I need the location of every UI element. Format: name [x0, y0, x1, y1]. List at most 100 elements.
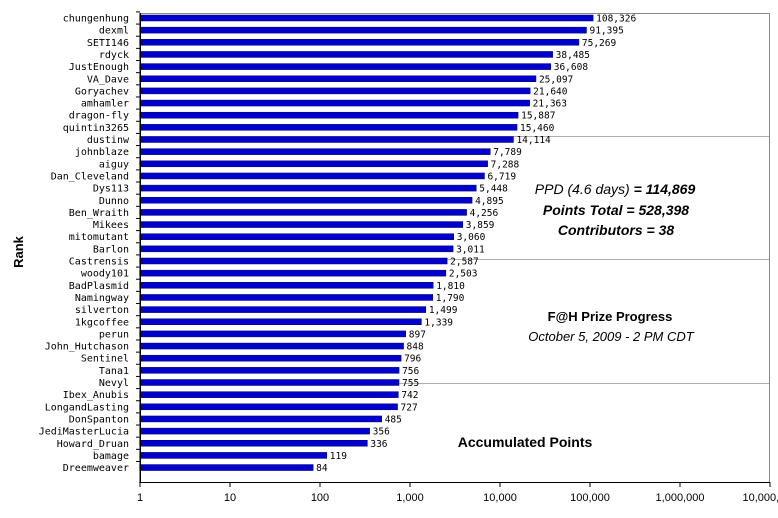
- value-label: 848: [407, 342, 424, 353]
- value-label: 21,363: [533, 99, 567, 110]
- category-label: Mikees: [93, 220, 129, 231]
- x-tick-label: 1,000,000: [656, 492, 705, 504]
- category-label: bamage: [93, 451, 129, 462]
- category-label: Nevyl: [99, 378, 129, 389]
- ppd-annotation: PPD (4.6 days) = 114,869: [530, 181, 700, 197]
- value-label: 75,269: [582, 38, 617, 49]
- bar: [139, 99, 530, 107]
- value-label: 742: [401, 390, 418, 401]
- value-label: 485: [385, 414, 402, 425]
- bar: [139, 160, 488, 168]
- points-total: Points Total = 528,398: [542, 202, 690, 218]
- value-label: 15,887: [521, 111, 555, 122]
- category-label: quintin3265: [63, 123, 129, 134]
- category-label: Dan_Cleveland: [51, 171, 129, 182]
- category-label: BadPlasmid: [69, 281, 129, 292]
- category-label: amhamler: [81, 99, 129, 110]
- bar: [139, 184, 477, 192]
- bar: [139, 111, 519, 119]
- category-label: 1kgcoffee: [75, 317, 129, 328]
- bar: [139, 294, 434, 301]
- bar: [139, 63, 551, 70]
- category-label: dexml: [99, 26, 129, 37]
- bar: [139, 440, 368, 447]
- x-tick-label: 1: [137, 492, 143, 504]
- value-label: 336: [370, 439, 387, 450]
- value-label: 796: [404, 354, 421, 365]
- bar: [139, 464, 314, 471]
- category-label: Ibex_Anubis: [63, 390, 129, 401]
- bar: [139, 197, 473, 204]
- bar: [139, 330, 407, 338]
- bar: [139, 39, 580, 46]
- bar: [139, 172, 485, 180]
- category-label: silverton: [75, 305, 129, 316]
- category-label: John_Hutchason: [45, 342, 129, 353]
- value-label: 21,640: [533, 86, 568, 97]
- value-label: 727: [401, 402, 418, 413]
- value-label: 2,587: [450, 257, 479, 268]
- x-tick-label: 100: [311, 492, 329, 504]
- category-label: DonSpanton: [69, 414, 129, 425]
- bar: [139, 124, 518, 131]
- bar: [139, 14, 594, 22]
- bar: [139, 379, 400, 386]
- value-label: 4,256: [470, 208, 499, 219]
- bar: [139, 148, 491, 155]
- bar: [139, 403, 398, 411]
- value-label: 897: [409, 329, 426, 340]
- category-label: Dys113: [93, 184, 129, 195]
- bar: [139, 452, 328, 459]
- category-label: johnblaze: [75, 147, 129, 158]
- category-labels: chungenhungdexmlSETI146rdyckJustEnoughVA…: [39, 11, 140, 474]
- category-label: LongandLasting: [45, 402, 129, 413]
- category-label: Tana1: [99, 366, 129, 377]
- category-label: Dunno: [99, 196, 129, 207]
- category-label: aiguy: [99, 159, 129, 170]
- category-label: JustEnough: [69, 62, 129, 73]
- x-tick-label: 1,000: [396, 492, 424, 504]
- bar: [139, 306, 427, 313]
- category-label: mitomutant: [69, 232, 129, 243]
- value-label: 1,499: [429, 305, 458, 316]
- bar: [139, 245, 454, 253]
- category-label: SETI146: [87, 38, 129, 49]
- value-label: 15,460: [520, 123, 555, 134]
- value-label: 756: [402, 366, 419, 377]
- y-axis-title: Rank: [11, 235, 26, 268]
- value-label: 3,060: [457, 232, 486, 243]
- bar: [139, 415, 382, 423]
- category-label: Goryachev: [75, 86, 129, 97]
- category-label: JediMasterLucia: [39, 427, 129, 438]
- value-label: 108,326: [596, 14, 636, 25]
- value-label: 84: [316, 463, 328, 474]
- category-label: Namingway: [75, 293, 129, 304]
- category-label: chungenhung: [63, 14, 129, 25]
- ppd-label: PPD: [534, 181, 564, 197]
- prize-progress-title: F@H Prize Progress: [547, 309, 673, 324]
- value-label: 1,810: [436, 281, 465, 292]
- category-label: perun: [99, 329, 129, 340]
- category-label: Dreemweaver: [63, 463, 129, 474]
- bar: [139, 367, 400, 374]
- bar: [139, 427, 370, 435]
- bar: [139, 221, 464, 228]
- bar: [139, 75, 537, 82]
- value-label: 91,395: [589, 26, 623, 37]
- bar: [139, 391, 399, 398]
- bar: [139, 342, 404, 350]
- value-label: 356: [373, 427, 390, 438]
- category-label: Castrensis: [69, 257, 129, 268]
- category-label: dustinw: [87, 135, 130, 146]
- bar: [139, 87, 531, 95]
- value-label: 119: [330, 451, 347, 462]
- category-label: Barlon: [93, 244, 129, 255]
- bar: [139, 257, 448, 265]
- bar: [139, 318, 422, 325]
- value-label: 36,608: [554, 62, 589, 73]
- category-label: Sentinel: [81, 354, 129, 365]
- x-tick-label: 10,000,000: [742, 492, 778, 504]
- bar: [139, 354, 402, 362]
- value-label: 1,790: [436, 293, 465, 304]
- value-label: 755: [402, 378, 419, 389]
